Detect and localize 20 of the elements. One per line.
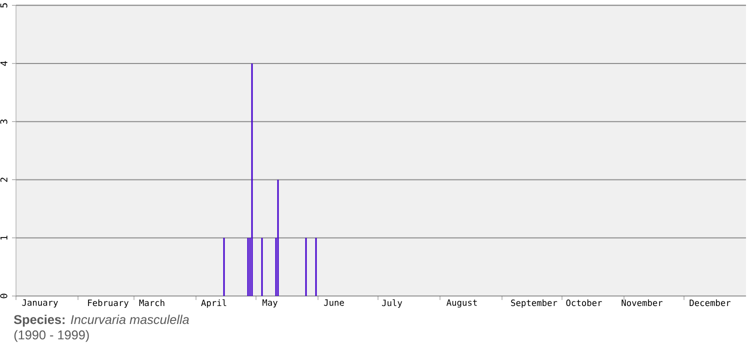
x-tick-label: January bbox=[22, 299, 58, 308]
y-tick-label: 0 bbox=[0, 294, 8, 298]
text: Species: Incurvaria masculella bbox=[14, 314, 189, 327]
x-tick-label: April bbox=[201, 299, 226, 308]
text: (1990 - 1999) bbox=[14, 330, 89, 342]
x-tick-label: November bbox=[622, 299, 663, 306]
x-tick-label: July bbox=[382, 299, 402, 308]
y-tick-label: 5 bbox=[0, 3, 8, 8]
x-tick-label: March bbox=[139, 299, 164, 306]
x-tick-label: August bbox=[446, 299, 477, 308]
y-tick-label: 2 bbox=[0, 178, 8, 182]
x-tick-label: June bbox=[324, 299, 344, 306]
y-tick-label: 3 bbox=[0, 120, 8, 124]
y-tick-label: 1 bbox=[0, 236, 8, 240]
x-tick-label: February bbox=[88, 299, 129, 308]
x-tick-label: October bbox=[566, 299, 602, 306]
x-tick-label: May bbox=[262, 299, 278, 308]
x-tick-label: September bbox=[511, 299, 558, 308]
x-tick-label: December bbox=[690, 299, 731, 306]
y-tick-label: 4 bbox=[0, 61, 8, 66]
